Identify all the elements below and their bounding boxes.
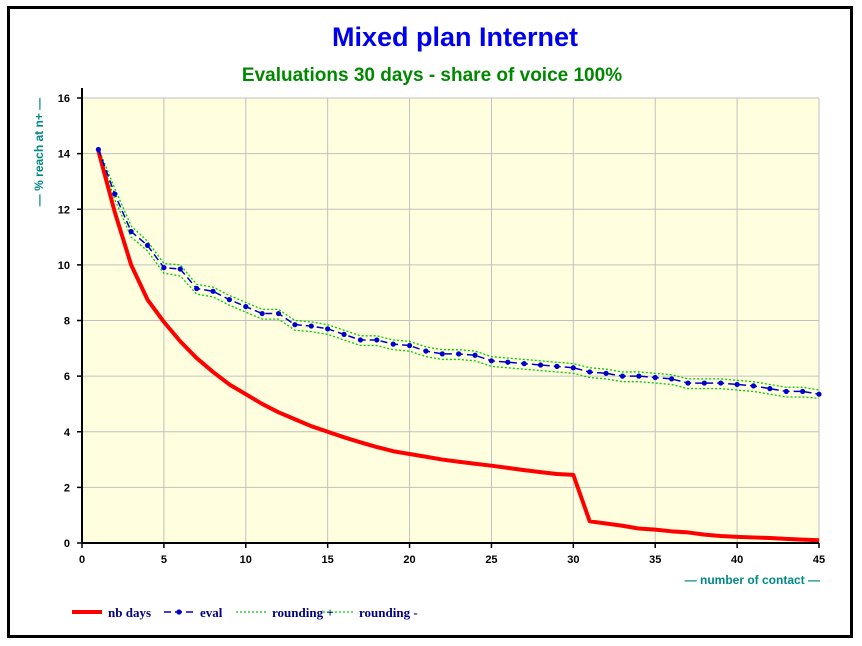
y-tick-label: 16	[58, 93, 70, 105]
eval-point	[226, 297, 232, 303]
eval-point	[406, 342, 413, 349]
legend-label: rounding +	[272, 605, 334, 620]
eval-point	[816, 391, 822, 397]
eval-point	[275, 310, 282, 317]
chart-frame: Mixed plan Internet Evaluations 30 days …	[7, 6, 853, 638]
eval-point	[750, 383, 757, 389]
x-tick-label: 15	[322, 554, 334, 566]
grid	[82, 97, 820, 543]
eval-point	[505, 359, 511, 365]
eval-point	[194, 285, 200, 292]
eval-point	[537, 362, 544, 368]
x-tick-label: 25	[485, 554, 497, 566]
x-tick-label: 10	[240, 554, 252, 566]
series-line-nb-days	[96, 150, 820, 543]
y-tick-label: 12	[58, 204, 70, 216]
eval-point	[210, 288, 216, 294]
eval-point	[357, 337, 364, 343]
x-tick-label: 35	[649, 554, 661, 566]
series-line-rounding	[97, 150, 820, 400]
chart: Mixed plan Internet Evaluations 30 days …	[32, 22, 825, 620]
legend-label: rounding -	[359, 605, 418, 620]
x-tick-label: 40	[731, 554, 743, 566]
legend-label: nb days	[108, 605, 151, 620]
eval-point	[669, 376, 675, 382]
legend-label: eval	[200, 605, 223, 620]
eval-point	[734, 381, 740, 388]
x-tick-label: 0	[79, 554, 85, 566]
tick-labels: 0 5 10 15 20 25 30 35 40 45 0 2 4 6 8 10 12 14 16	[58, 93, 825, 566]
eval-point	[718, 380, 724, 386]
eval-point	[488, 358, 495, 364]
eval-point	[341, 331, 347, 338]
legend: nb days eval rounding + rounding -	[72, 605, 418, 620]
eval-point	[374, 337, 380, 343]
eval-point	[456, 351, 462, 357]
x-tick-label: 5	[161, 554, 167, 566]
eval-point	[439, 351, 445, 357]
series-layer	[95, 146, 822, 543]
eval-point	[325, 326, 331, 332]
y-tick-label: 2	[64, 482, 70, 494]
eval-point	[128, 228, 134, 235]
y-tick-label: 0	[64, 538, 70, 550]
eval-point	[308, 323, 314, 329]
eval-point	[652, 374, 658, 381]
y-tick-label: 14	[58, 149, 71, 161]
eval-point	[603, 370, 609, 376]
y-tick-label: 4	[64, 427, 71, 439]
eval-point	[554, 363, 560, 369]
eval-point	[587, 369, 593, 375]
eval-point	[161, 265, 167, 271]
eval-point	[144, 242, 151, 249]
chart-title: Mixed plan Internet	[332, 22, 578, 52]
eval-point	[521, 361, 527, 367]
eval-point	[390, 341, 396, 347]
eval-point	[783, 388, 789, 395]
series-line-rounding	[97, 147, 820, 391]
x-axis-label: — number of contact —	[685, 573, 820, 587]
chart-subtitle: Evaluations 30 days - share of voice 100…	[242, 65, 622, 86]
y-tick-label: 6	[64, 371, 70, 383]
eval-point	[767, 386, 773, 392]
eval-point	[701, 380, 707, 386]
eval-point	[619, 373, 626, 379]
x-tick-label: 30	[567, 554, 579, 566]
y-axis-label: — % reach at n+ —	[32, 98, 46, 206]
eval-point	[243, 303, 249, 310]
eval-point	[423, 348, 429, 354]
x-tick-label: 20	[403, 554, 415, 566]
y-tick-label: 10	[58, 260, 70, 272]
y-tick-label: 8	[64, 316, 70, 328]
eval-point	[685, 380, 691, 386]
eval-point	[177, 266, 183, 272]
eval-point	[259, 310, 265, 317]
eval-point	[112, 191, 118, 197]
eval-point	[570, 365, 576, 371]
eval-point	[292, 322, 298, 328]
eval-point	[636, 373, 642, 379]
eval-point	[800, 388, 806, 395]
eval-point	[472, 352, 478, 358]
legend-swatch-dot	[176, 609, 182, 615]
eval-point	[95, 146, 101, 153]
x-tick-label: 45	[813, 554, 825, 566]
